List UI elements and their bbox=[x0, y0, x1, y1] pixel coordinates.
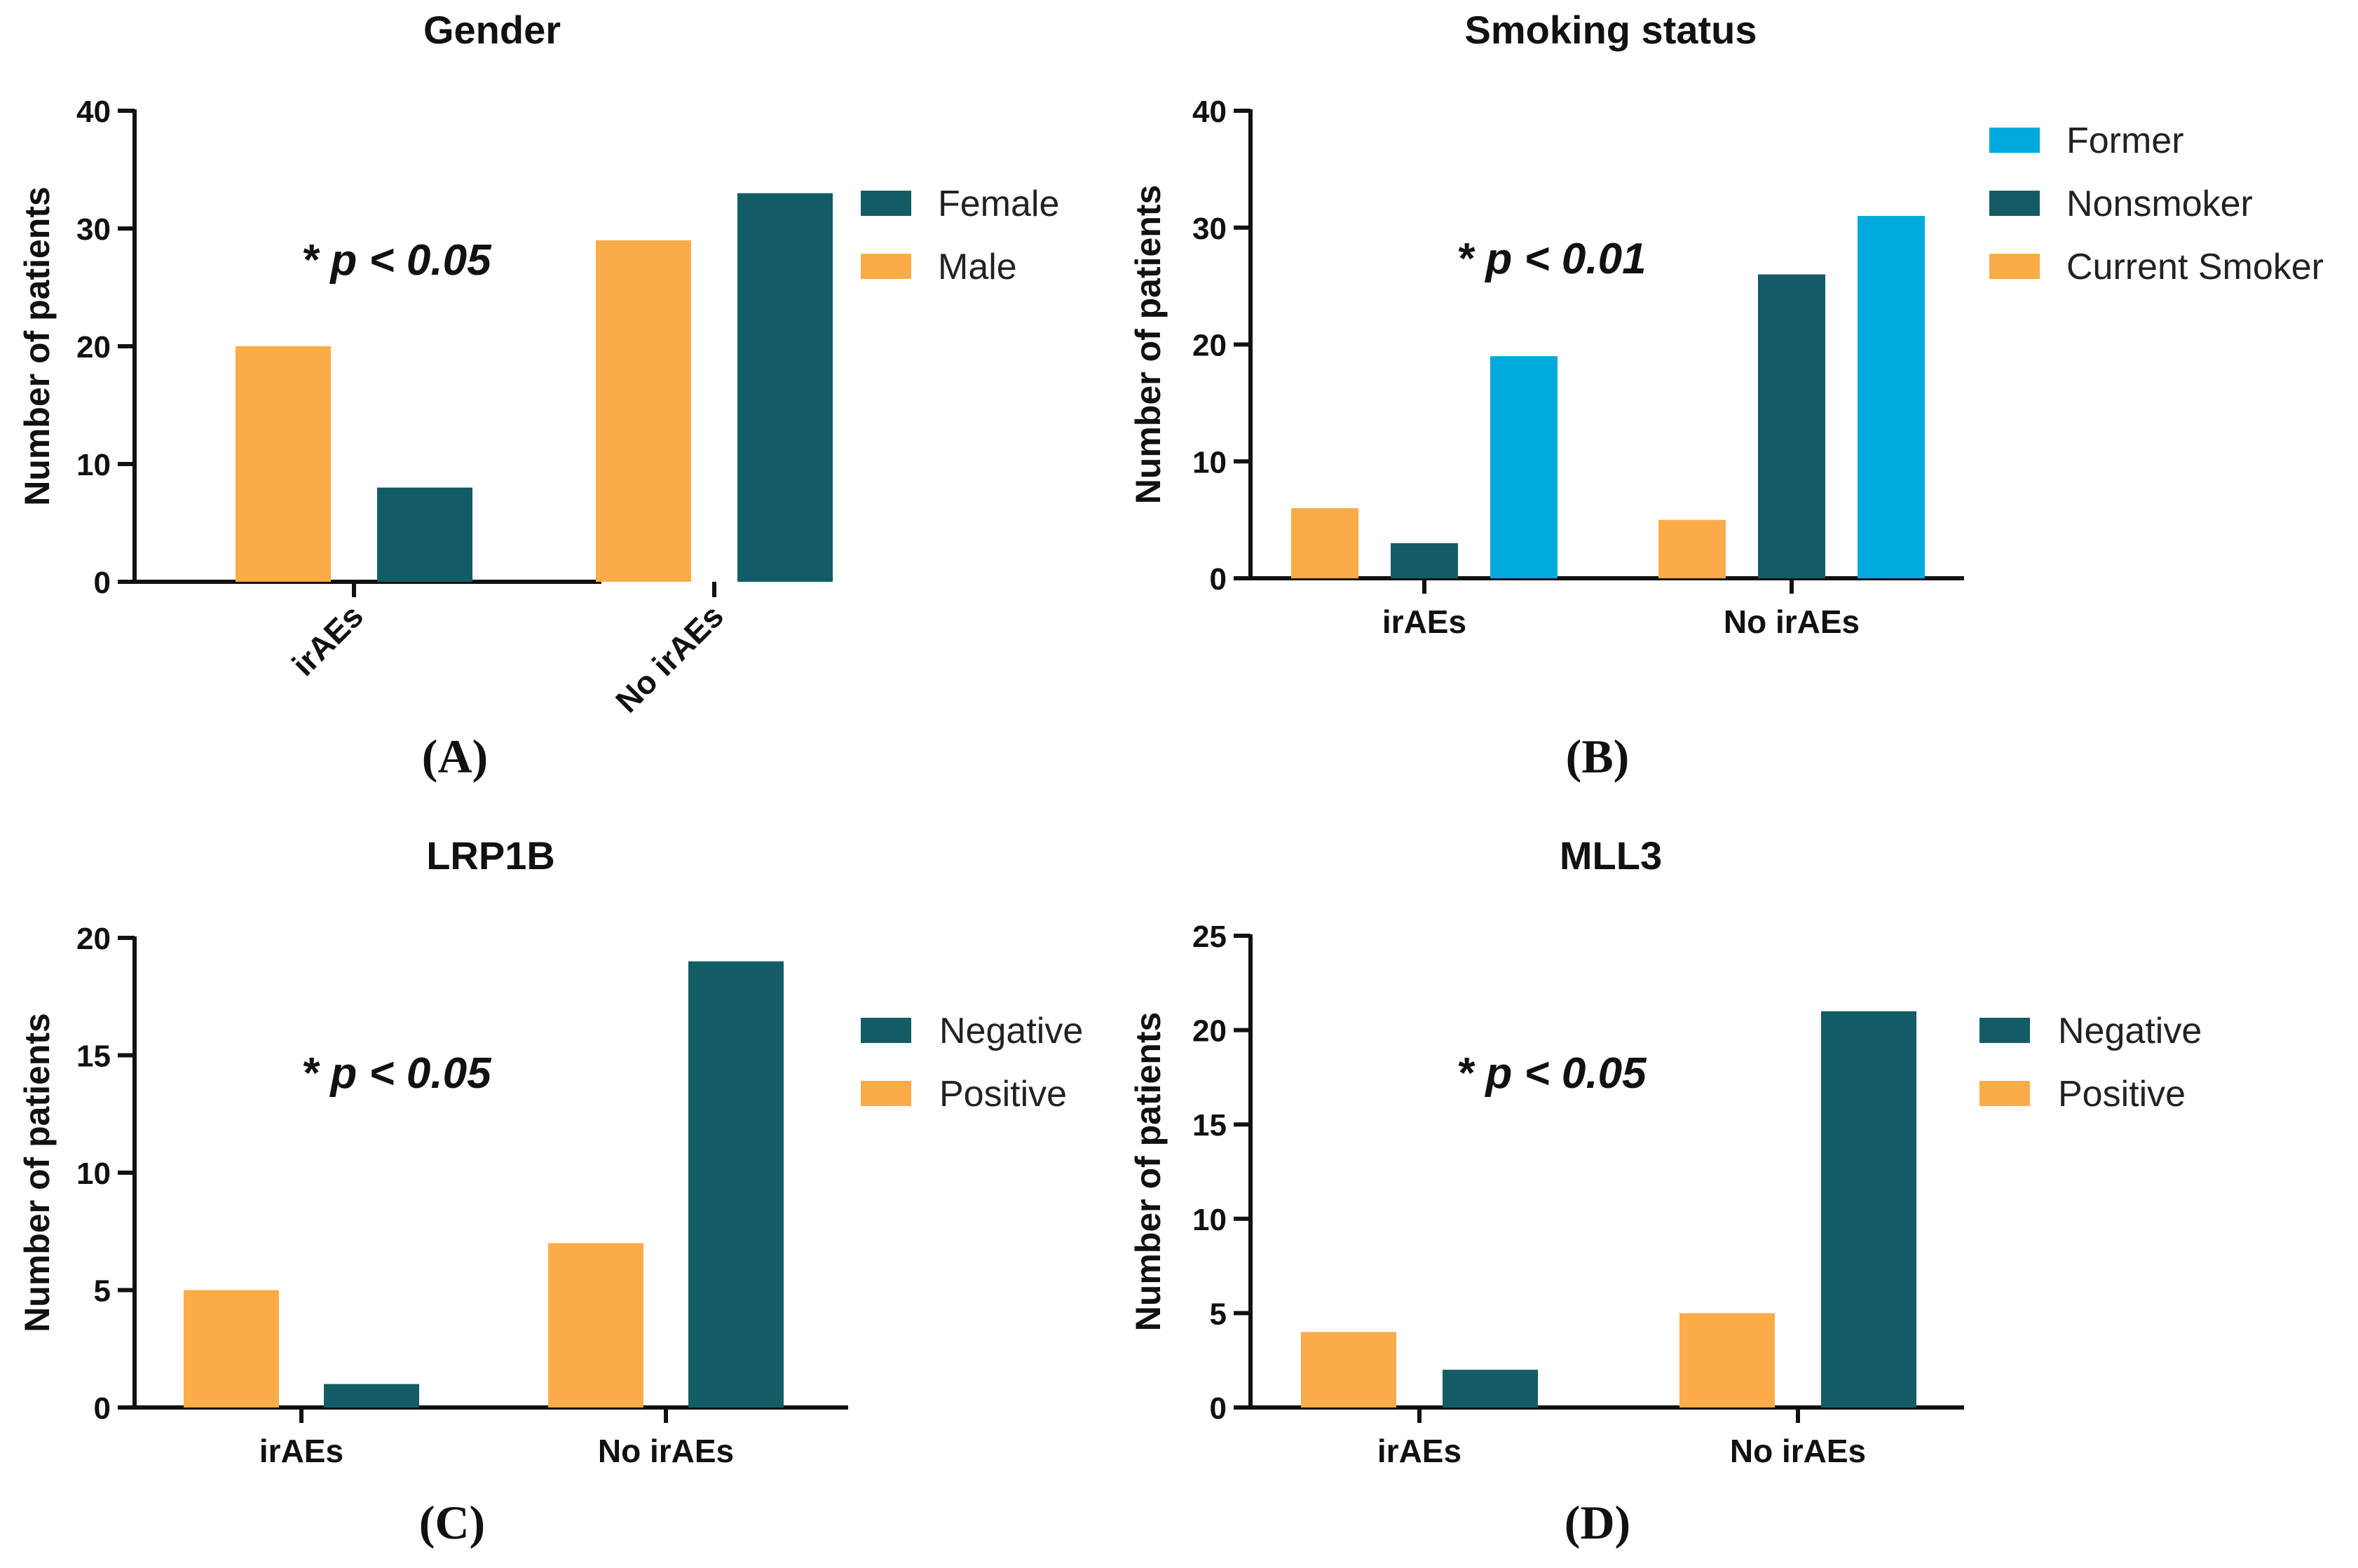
y-tick-label: 10 bbox=[1192, 445, 1227, 479]
legend: Former Nonsmoker Current Smoker bbox=[1989, 121, 2324, 287]
bar-current-smoker-iraes bbox=[1291, 507, 1358, 578]
y-tick-label: 20 bbox=[76, 330, 111, 364]
significance-annotation: * p < 0.05 bbox=[301, 1049, 492, 1098]
bar-female-no-iraes bbox=[737, 193, 833, 582]
x-category-label: No irAEs bbox=[1730, 1433, 1866, 1469]
panel-4: MLL3 0 5 10 15 20 25 Number of patients irAEs No … bbox=[1129, 833, 2202, 1549]
y-tick-label: 15 bbox=[1192, 1108, 1227, 1143]
significance-annotation: * p < 0.01 bbox=[1457, 235, 1647, 283]
bar-male-no-iraes bbox=[596, 240, 691, 582]
x-category-label: No irAEs bbox=[608, 597, 730, 719]
legend-label-negative: Negative bbox=[939, 1011, 1083, 1051]
y-axis-label: Number of patients bbox=[18, 186, 57, 506]
legend-swatch-nonsmoker bbox=[1989, 191, 2040, 216]
bar-positive-iraes bbox=[1301, 1332, 1396, 1407]
y-tick-label: 20 bbox=[1192, 329, 1227, 363]
legend-label-nonsmoker: Nonsmoker bbox=[2066, 184, 2253, 224]
legend-swatch-positive bbox=[1979, 1081, 2030, 1106]
bar-current-smoker-no-iraes bbox=[1658, 519, 1726, 578]
y-tick-label: 40 bbox=[76, 95, 111, 129]
legend-label-positive: Positive bbox=[2058, 1074, 2186, 1114]
y-axis-label: Number of patients bbox=[1129, 1012, 1168, 1332]
y-tick-label: 20 bbox=[1192, 1014, 1227, 1049]
y-tick-label: 0 bbox=[94, 1391, 111, 1426]
legend-label-male: Male bbox=[938, 247, 1017, 287]
y-tick-label: 40 bbox=[1192, 95, 1227, 129]
y-axis-label: Number of patients bbox=[18, 1013, 57, 1332]
bar-male-iraes bbox=[236, 346, 331, 582]
y-tick-label: 30 bbox=[76, 212, 111, 247]
legend: Female Male bbox=[861, 184, 1059, 287]
panel-3: LRP1B 0 5 10 15 20 Number of patients irAEs No i… bbox=[18, 833, 1083, 1549]
y-tick-label: 15 bbox=[76, 1039, 111, 1074]
y-tick-label: 0 bbox=[1210, 562, 1227, 596]
y-tick-label: 0 bbox=[94, 566, 111, 600]
y-tick-label: 10 bbox=[76, 1157, 111, 1191]
bar-negative-no-iraes bbox=[688, 961, 784, 1407]
legend-label-positive: Positive bbox=[939, 1074, 1067, 1114]
x-category-label: irAEs bbox=[1377, 1433, 1461, 1469]
bar-former-no-iraes bbox=[1858, 216, 1925, 578]
y-tick-label: 10 bbox=[76, 448, 111, 482]
y-tick-label: 30 bbox=[1192, 212, 1227, 246]
bar-positive-no-iraes bbox=[1679, 1313, 1775, 1407]
x-category-label: irAEs bbox=[259, 1433, 343, 1469]
chart-title: Gender bbox=[423, 8, 561, 52]
bar-negative-iraes bbox=[1443, 1370, 1538, 1407]
panel-letter: (A) bbox=[422, 730, 488, 783]
bar-negative-iraes bbox=[324, 1384, 419, 1407]
bar-positive-no-iraes bbox=[548, 1243, 643, 1407]
x-category-label: No irAEs bbox=[598, 1433, 734, 1469]
legend-swatch-female bbox=[861, 191, 911, 216]
legend-label-current-smoker: Current Smoker bbox=[2066, 247, 2324, 287]
panel-letter: (D) bbox=[1565, 1496, 1630, 1549]
x-category-label: irAEs bbox=[285, 597, 370, 683]
legend-label-former: Former bbox=[2066, 121, 2184, 161]
y-tick-label: 20 bbox=[76, 922, 111, 956]
legend-swatch-male bbox=[861, 254, 911, 279]
y-axis-label: Number of patients bbox=[1129, 185, 1168, 505]
bar-nonsmoker-iraes bbox=[1391, 543, 1458, 578]
legend-swatch-negative bbox=[861, 1018, 911, 1043]
y-tick-label: 25 bbox=[1192, 920, 1227, 954]
y-tick-label: 10 bbox=[1192, 1203, 1227, 1237]
y-tick-label: 0 bbox=[1210, 1391, 1227, 1426]
legend-swatch-negative bbox=[1979, 1018, 2030, 1043]
panel-letter: (C) bbox=[419, 1496, 485, 1549]
significance-annotation: * p < 0.05 bbox=[1457, 1049, 1647, 1098]
legend-swatch-positive bbox=[861, 1081, 911, 1106]
chart-title: LRP1B bbox=[426, 833, 555, 878]
panel-letter: (B) bbox=[1566, 730, 1630, 783]
legend-label-negative: Negative bbox=[2058, 1011, 2202, 1051]
bar-female-iraes bbox=[377, 487, 472, 582]
legend-swatch-former bbox=[1989, 128, 2040, 153]
chart-title: MLL3 bbox=[1560, 833, 1662, 878]
x-category-label: No irAEs bbox=[1724, 604, 1860, 640]
bar-former-iraes bbox=[1490, 356, 1558, 578]
x-category-label: irAEs bbox=[1382, 604, 1466, 640]
significance-annotation: * p < 0.05 bbox=[301, 236, 492, 285]
y-tick-label: 5 bbox=[94, 1274, 111, 1309]
legend-swatch-current-smoker bbox=[1989, 254, 2040, 279]
bar-positive-iraes bbox=[184, 1290, 279, 1407]
bar-nonsmoker-no-iraes bbox=[1758, 274, 1825, 578]
panel-1: Gender 0 10 20 30 40 Number of patients irAEs No… bbox=[18, 8, 1059, 783]
legend: Negative Positive bbox=[861, 1011, 1083, 1114]
legend-label-female: Female bbox=[938, 184, 1059, 224]
legend: Negative Positive bbox=[1979, 1011, 2202, 1114]
chart-title: Smoking status bbox=[1465, 8, 1757, 52]
y-tick-label: 5 bbox=[1210, 1297, 1227, 1331]
panel-2: Smoking status 0 10 20 30 40 Number of patient… bbox=[1129, 8, 2324, 783]
bar-negative-no-iraes bbox=[1821, 1011, 1916, 1407]
